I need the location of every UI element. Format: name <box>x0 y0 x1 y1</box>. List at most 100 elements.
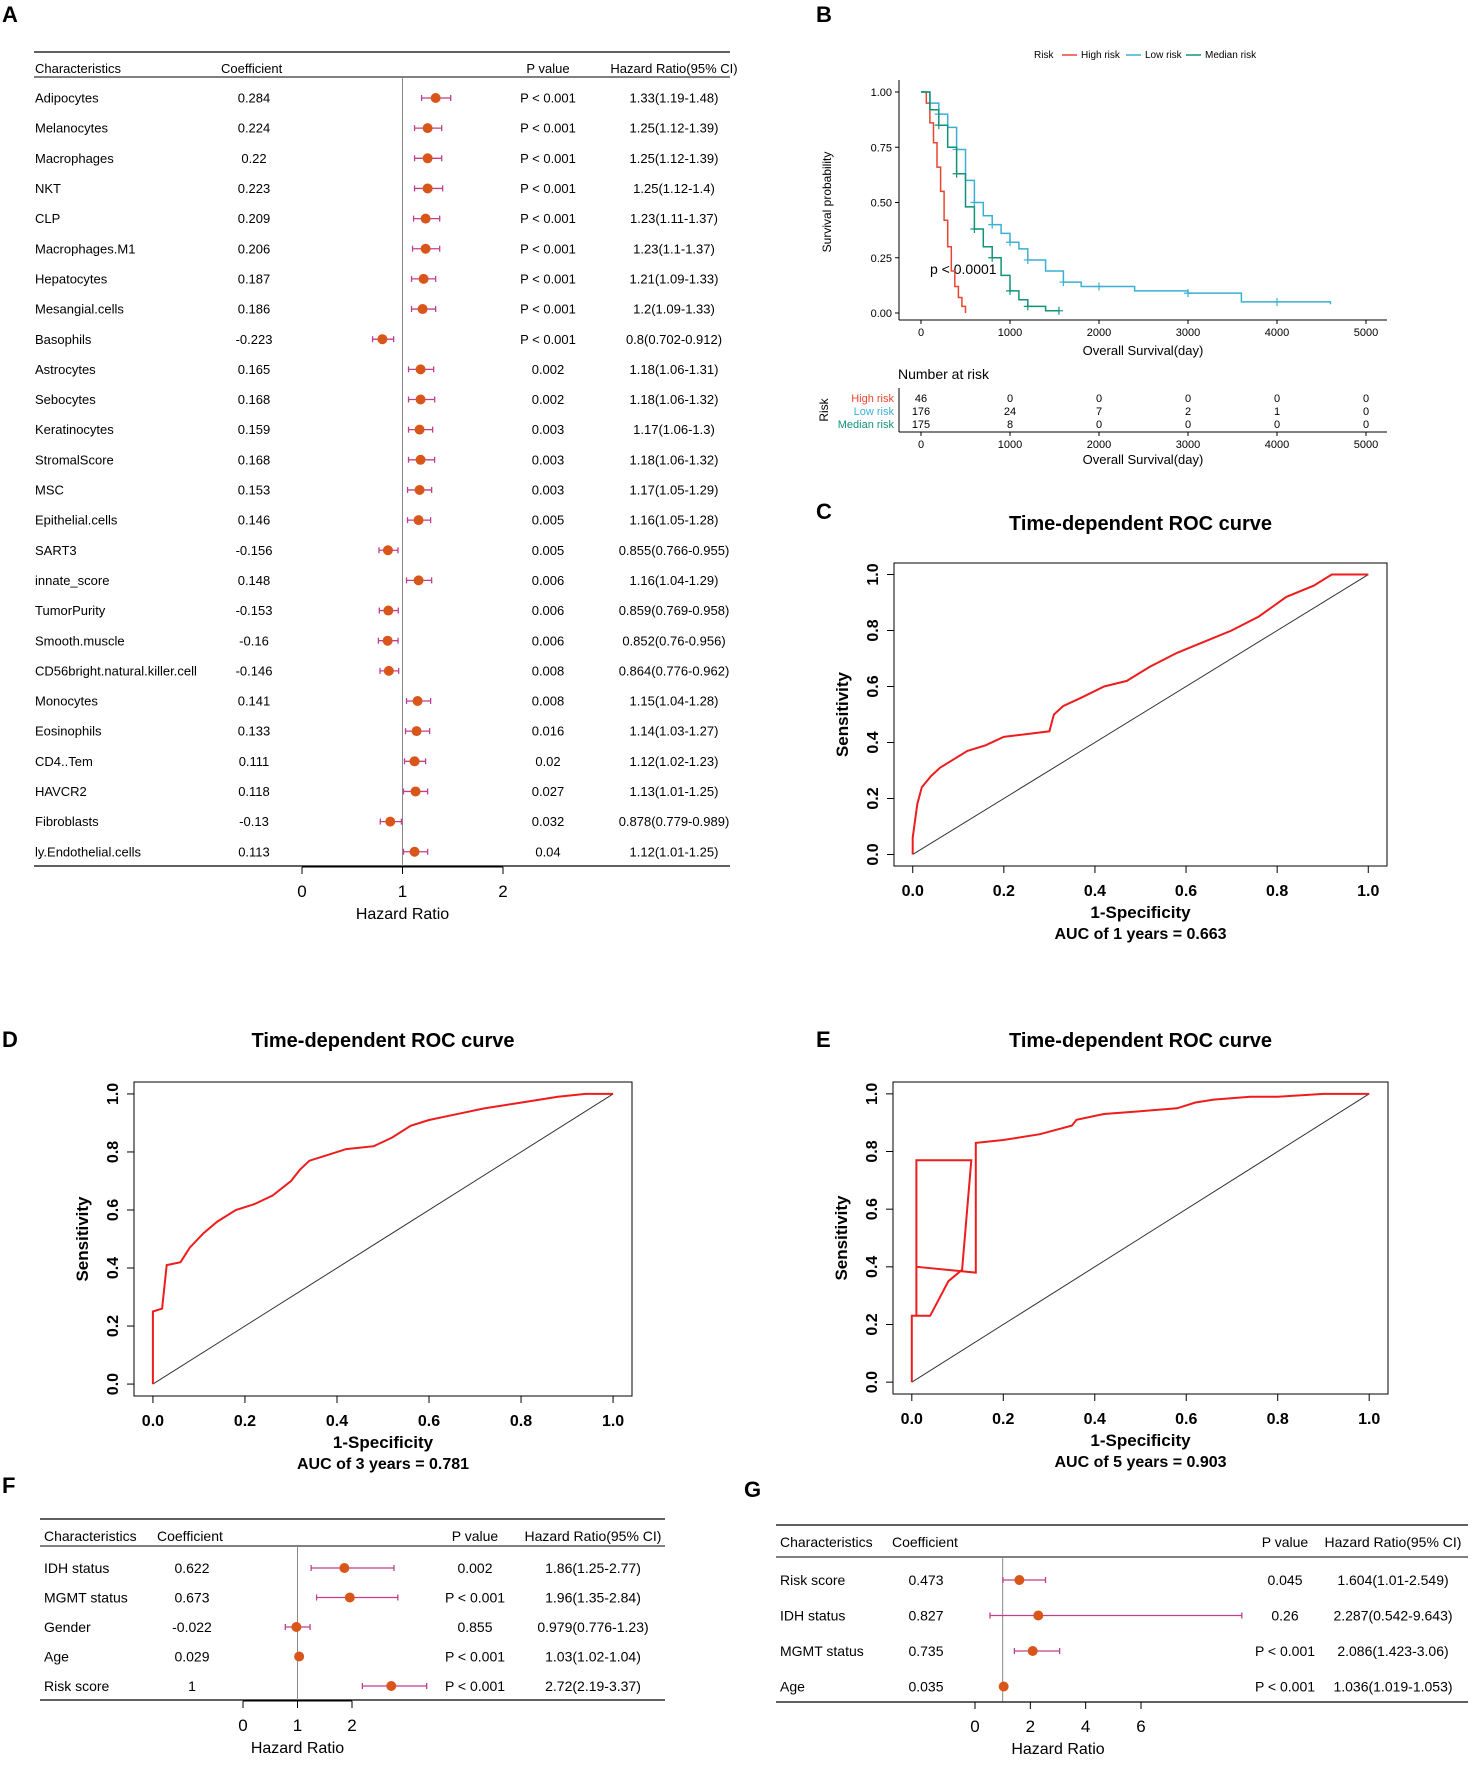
x-tick-label: 3000 <box>1176 327 1200 339</box>
hr-point <box>415 364 426 375</box>
header-characteristics: Characteristics <box>35 61 121 76</box>
diagonal-reference <box>152 1093 614 1385</box>
x-tick-label: 2 <box>347 1716 356 1735</box>
row-hazard-ratio: 1.23(1.11-1.37) <box>630 211 718 226</box>
header-coefficient: Coefficient <box>221 61 283 76</box>
y-tick-label: 0.6 <box>105 1199 122 1221</box>
x-tick-label: 0.0 <box>902 883 924 900</box>
y-tick-label: 0.6 <box>864 1198 881 1220</box>
y-tick-label: 0.4 <box>105 1257 122 1279</box>
row-p-value: P < 0.001 <box>520 271 576 286</box>
row-characteristic: Age <box>44 1648 69 1664</box>
row-characteristic: StromalScore <box>35 452 114 467</box>
x-tick-label: 0 <box>918 439 924 451</box>
y-axis-title: Survival probability <box>820 152 834 253</box>
hr-point <box>430 93 441 103</box>
row-coefficient: 0.673 <box>174 1589 209 1605</box>
panel-label: E <box>816 1027 831 1052</box>
hr-point <box>385 816 396 827</box>
risk-table-count: 0 <box>1096 393 1102 405</box>
row-p-value: 0.006 <box>532 573 565 588</box>
roc-curve <box>910 1092 1370 1383</box>
table-row: Astrocytes 0.165 0.002 1.18(1.06-1.31) <box>35 362 718 377</box>
row-characteristic: ly.Endothelial.cells <box>35 844 141 859</box>
row-coefficient: 0.153 <box>238 483 271 498</box>
table-row: MSC 0.153 0.003 1.17(1.05-1.29) <box>35 483 718 498</box>
y-axis-title: Sensitivity <box>833 671 852 757</box>
table-row: Age 0.035 P < 0.001 1.036(1.019-1.053) <box>780 1678 1453 1694</box>
risk-table-row-label: Median risk <box>838 419 895 431</box>
x-tick-label: 0.0 <box>901 1411 923 1428</box>
x-tick-label: 1.0 <box>602 1413 624 1430</box>
row-hazard-ratio: 1.86(1.25-2.77) <box>545 1560 641 1576</box>
row-hazard-ratio: 0.878(0.779-0.989) <box>619 814 730 829</box>
hr-point <box>294 1651 305 1662</box>
censor-mark <box>988 253 997 262</box>
hr-point <box>412 696 423 706</box>
row-coefficient: -0.146 <box>236 663 273 678</box>
roc-curve <box>151 1092 614 1385</box>
roc-panel-e: E Time-dependent ROC curve 0.0 0.0 0.2 0.2 0.4… <box>816 1027 1389 1471</box>
y-tick-label: 0.25 <box>871 253 892 265</box>
diagonal-reference <box>911 1093 1370 1383</box>
row-characteristic: Risk score <box>44 1678 110 1694</box>
row-characteristic: Monocytes <box>35 694 98 709</box>
row-p-value: P < 0.001 <box>520 151 576 166</box>
risk-table-count: 0 <box>1363 419 1369 431</box>
hr-point <box>383 665 394 676</box>
x-tick-label: 0 <box>918 327 924 339</box>
row-p-value: P < 0.001 <box>520 302 576 317</box>
risk-table-count: 0 <box>1274 419 1280 431</box>
row-characteristic: CLP <box>35 211 60 226</box>
row-characteristic: MGMT status <box>780 1643 864 1659</box>
panel-label: D <box>2 1027 18 1052</box>
hr-point <box>411 726 422 737</box>
y-tick-label: 1.00 <box>871 87 892 99</box>
row-hazard-ratio: 0.859(0.769-0.958) <box>619 603 730 618</box>
risk-table-count: 8 <box>1007 419 1013 431</box>
header-characteristics: Characteristics <box>780 1534 873 1550</box>
x-tick-label: 0.8 <box>1266 883 1288 900</box>
row-hazard-ratio: 1.2(1.09-1.33) <box>633 302 715 317</box>
table-row: Smooth.muscle -0.16 0.006 0.852(0.76-0.956) <box>35 633 726 648</box>
row-hazard-ratio: 1.23(1.1-1.37) <box>633 241 715 256</box>
table-row: MGMT status 0.735 P < 0.001 2.086(1.423-3.0… <box>780 1643 1449 1659</box>
row-p-value: P < 0.001 <box>1255 1643 1315 1659</box>
table-row: CD4..Tem 0.111 0.02 1.12(1.02-1.23) <box>35 754 718 769</box>
hr-point <box>386 1681 397 1691</box>
row-p-value: 0.032 <box>532 814 565 829</box>
row-coefficient: 0.111 <box>239 754 270 769</box>
row-characteristic: Sebocytes <box>35 392 96 407</box>
row-coefficient: 0.118 <box>238 784 270 799</box>
row-characteristic: TumorPurity <box>35 603 106 618</box>
x-tick-label: 0.8 <box>1267 1411 1289 1428</box>
row-characteristic: CD56bright.natural.killer.cell <box>35 663 197 678</box>
auc-label: AUC of 5 years = 0.903 <box>1054 1454 1226 1471</box>
legend-label: High risk <box>1081 50 1121 61</box>
forest-plot-g: G Characteristics Coefficient P value Hazard… <box>744 1477 1468 1758</box>
table-row: Monocytes 0.141 0.008 1.15(1.04-1.28) <box>35 694 718 709</box>
row-p-value: P < 0.001 <box>520 211 576 226</box>
x-tick-label: 4000 <box>1265 327 1289 339</box>
header-hazard-ratio: Hazard Ratio(95% CI) <box>525 1528 662 1544</box>
x-tick-label: 2000 <box>1087 439 1111 451</box>
risk-table-count: 0 <box>1007 393 1013 405</box>
table-row: Melanocytes 0.224 P < 0.001 1.25(1.12-1.39) <box>35 121 718 136</box>
row-hazard-ratio: 1.25(1.12-1.4) <box>633 181 715 196</box>
table-row: Eosinophils 0.133 0.016 1.14(1.03-1.27) <box>35 724 718 739</box>
row-coefficient: -0.223 <box>236 332 273 347</box>
y-tick-label: 1.0 <box>864 1083 881 1105</box>
diagonal-reference <box>912 574 1369 855</box>
hr-point <box>1014 1575 1025 1585</box>
row-p-value: 0.027 <box>532 784 565 799</box>
row-hazard-ratio: 1.21(1.09-1.33) <box>630 271 719 286</box>
x-tick-label: 1000 <box>998 439 1022 451</box>
x-tick-label: 2 <box>498 882 507 901</box>
censor-mark <box>934 121 943 130</box>
table-row: Hepatocytes 0.187 P < 0.001 1.21(1.09-1.33) <box>35 271 718 286</box>
roc-panel-c: C Time-dependent ROC curve 0.0 0.0 0.2 0.2 0.4… <box>816 499 1388 943</box>
legend-title: Risk <box>1034 50 1054 61</box>
row-p-value: 0.855 <box>457 1619 492 1635</box>
table-row: CD56bright.natural.killer.cell -0.146 0.00… <box>35 663 729 678</box>
